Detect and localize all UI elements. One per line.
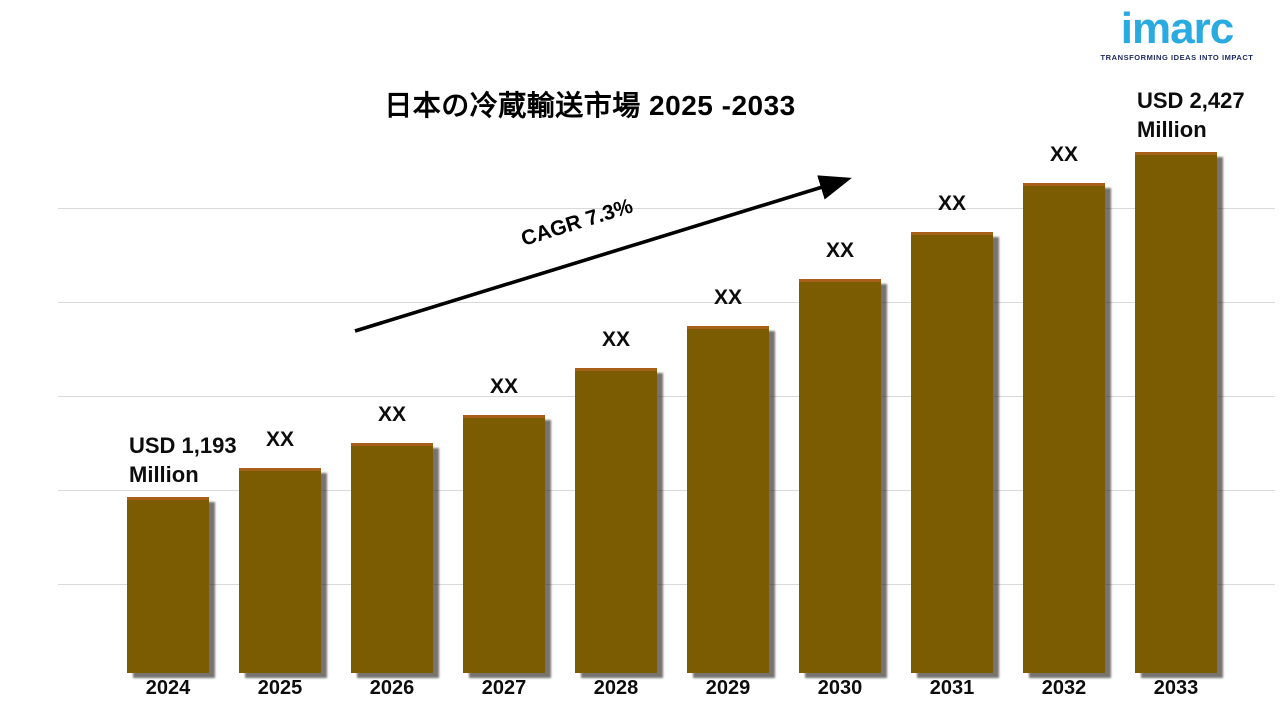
x-axis-label-2032: 2032 (1041, 677, 1087, 699)
gridline (58, 584, 1275, 585)
bar-2030 (799, 279, 881, 673)
bar-2029 (687, 326, 769, 673)
bar-value-label-2032: XX (1004, 143, 1124, 167)
bar-2032 (1023, 183, 1105, 673)
bar-value-label-2026: XX (332, 403, 452, 427)
bar-value-label-2025: XX (220, 428, 340, 452)
bar-value-label-line: Million (1137, 117, 1207, 142)
x-axis-label-2025: 2025 (257, 677, 303, 699)
bar-2027 (463, 415, 545, 673)
bar-2025 (239, 468, 321, 673)
x-axis-label-2030: 2030 (817, 677, 863, 699)
bar-2026 (351, 443, 433, 673)
gridline (58, 490, 1275, 491)
bar-value-label-2028: XX (556, 328, 676, 352)
bar-value-label-line: XX (937, 192, 966, 215)
x-axis-label-2028: 2028 (593, 677, 639, 699)
bar-value-label-line: XX (489, 375, 518, 398)
bar-value-label-line: XX (601, 328, 630, 351)
bar-2031 (911, 232, 993, 673)
bar-value-label-line: XX (265, 428, 294, 451)
bar-value-label-line: USD 2,427 (1137, 88, 1245, 113)
bar-value-label-line: XX (1049, 143, 1078, 166)
bar-value-label-2033: USD 2,427 Million (1137, 86, 1280, 144)
bar-value-label-2024: USD 1,193 Million (129, 431, 299, 489)
bar-value-label-2027: XX (444, 375, 564, 399)
bar-value-label-2031: XX (892, 192, 1012, 216)
bar-value-label-line: Million (129, 462, 199, 487)
x-axis-label-2026: 2026 (369, 677, 415, 699)
bar-value-label-line: XX (713, 286, 742, 309)
imarc-logo: imarc TRANSFORMING IDEAS INTO IMPACT (1092, 4, 1262, 63)
bar-value-label-line: USD 1,193 (129, 433, 237, 458)
bar-value-label-2029: XX (668, 286, 788, 310)
cagr-label: CAGR 7.3% (518, 194, 636, 251)
bar-2033 (1135, 152, 1217, 673)
x-axis-label-2024: 2024 (145, 677, 191, 699)
x-axis-label-2027: 2027 (481, 677, 527, 699)
x-axis-label-2029: 2029 (705, 677, 751, 699)
imarc-logo-tagline: TRANSFORMING IDEAS INTO IMPACT (1100, 53, 1254, 63)
x-axis-label-2033: 2033 (1153, 677, 1199, 699)
bar-value-label-line: XX (377, 403, 406, 426)
bar-2024 (127, 497, 209, 673)
bar-value-label-line: XX (825, 239, 854, 262)
bar-value-label-2030: XX (780, 239, 900, 263)
imarc-logo-wordmark: imarc (1120, 4, 1234, 53)
bar-2028 (575, 368, 657, 673)
x-axis-label-2031: 2031 (929, 677, 975, 699)
gridline (58, 396, 1275, 397)
chart-title: 日本の冷蔵輸送市場 2025 -2033 (384, 90, 796, 121)
